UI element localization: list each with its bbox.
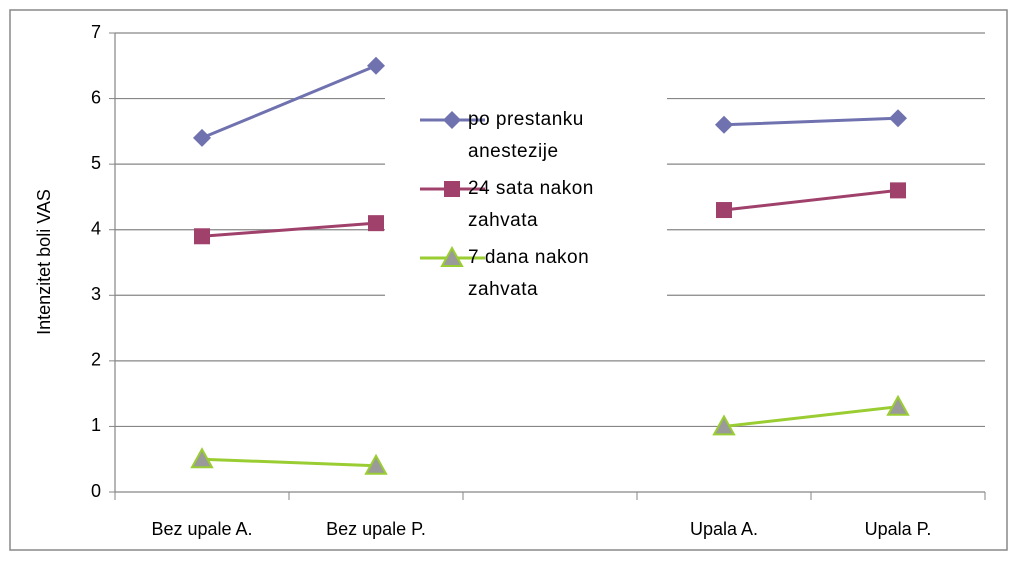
- marker: [368, 215, 384, 232]
- x-tick-label: Upala P.: [865, 519, 932, 539]
- y-axis-label: Intenzitet boli VAS: [34, 189, 54, 335]
- y-tick-label: 2: [91, 350, 101, 370]
- marker: [886, 394, 910, 416]
- y-tick-label: 7: [91, 22, 101, 42]
- marker: [194, 228, 210, 245]
- y-tick-label: 1: [91, 415, 101, 435]
- series-line: [201, 188, 899, 238]
- legend: [420, 111, 485, 267]
- legend-label: po prestanku anestezije: [468, 109, 584, 162]
- x-tick-label: Upala A.: [690, 519, 758, 539]
- y-tick-label: 6: [91, 87, 101, 107]
- marker: [889, 109, 907, 128]
- legend-box: [385, 95, 667, 307]
- marker: [715, 115, 733, 134]
- legend-label: 24 sata nakon zahvata: [468, 178, 594, 231]
- marker: [712, 414, 736, 436]
- legend-label: 7 dana nakon zahvata: [468, 247, 590, 300]
- marker: [193, 128, 211, 147]
- marker: [367, 56, 385, 75]
- marks: [190, 56, 910, 475]
- marker: [364, 453, 388, 475]
- marker: [716, 202, 732, 219]
- y-tick-label: 0: [91, 481, 101, 501]
- marker: [440, 245, 464, 267]
- marker: [190, 447, 214, 469]
- marker: [443, 111, 461, 129]
- marker: [890, 182, 906, 199]
- series-line: [201, 405, 899, 468]
- marker: [444, 181, 460, 197]
- x-tick-label: Bez upale A.: [151, 519, 252, 539]
- series-line: [201, 64, 899, 140]
- x-tick-label: Bez upale P.: [326, 519, 426, 539]
- y-tick-label: 5: [91, 153, 101, 173]
- y-tick-label: 3: [91, 284, 101, 304]
- y-tick-label: 4: [91, 218, 101, 238]
